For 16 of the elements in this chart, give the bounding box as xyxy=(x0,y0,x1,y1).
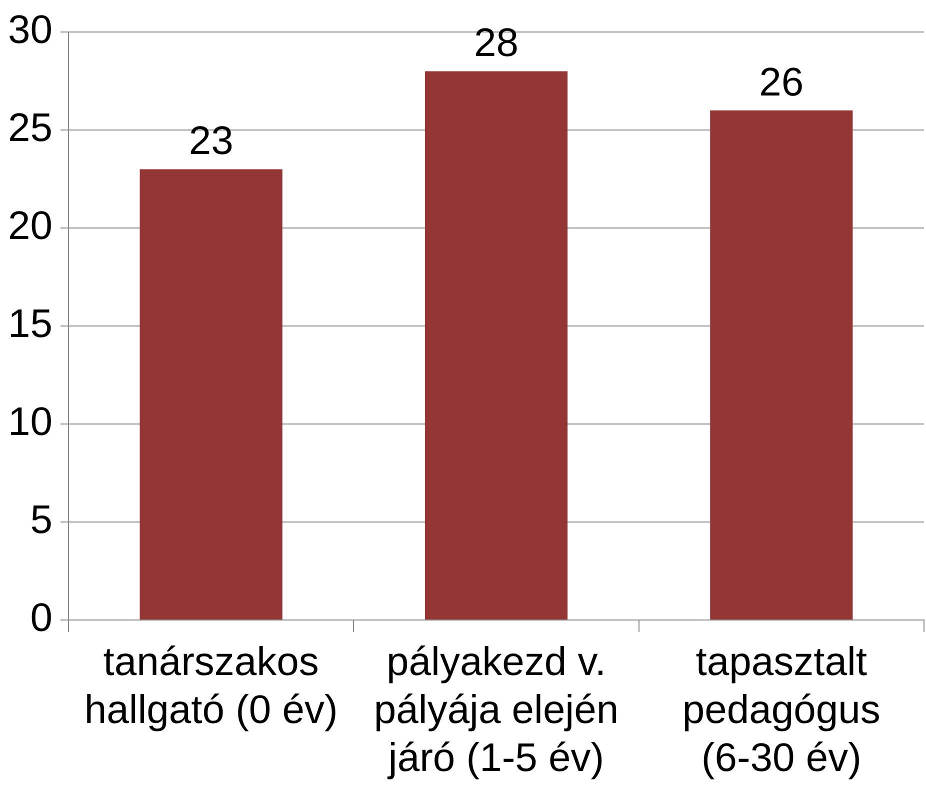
bar xyxy=(710,110,853,620)
data-label: 23 xyxy=(188,119,234,164)
x-tick-label: pályakezd v. pályája elején járó (1-5 év) xyxy=(374,640,619,780)
data-label: 26 xyxy=(759,60,804,104)
y-tick-label: 25 xyxy=(8,106,52,150)
y-tick-label: 30 xyxy=(8,8,52,52)
bar xyxy=(140,169,282,620)
y-tick-label: 10 xyxy=(8,400,52,444)
x-tick-label: tanárszakos hallgató (0 év) xyxy=(84,640,338,732)
data-label: 28 xyxy=(474,21,518,66)
x-tick-label: tapasztalt pedagógus (6-30 év) xyxy=(682,640,880,780)
y-tick-label: 5 xyxy=(30,498,52,542)
bar xyxy=(424,71,568,620)
y-tick-label: 0 xyxy=(30,596,52,640)
y-tick-label: 15 xyxy=(8,302,52,346)
y-tick-label: 20 xyxy=(8,204,52,248)
